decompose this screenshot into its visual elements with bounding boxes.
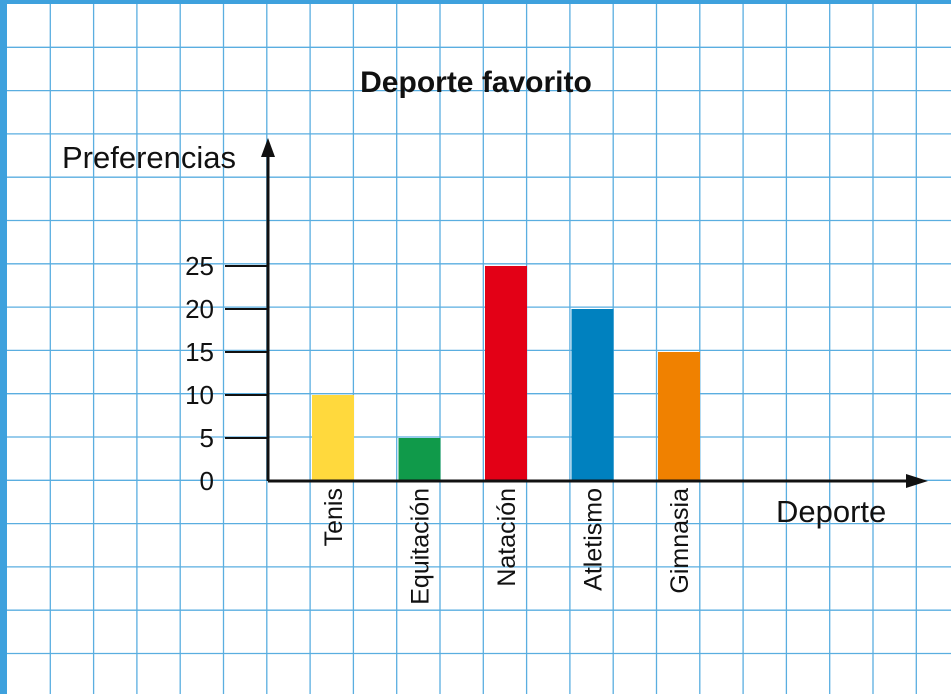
y-tick-label: 10 [185,380,214,410]
x-tick-label: Atletismo [580,488,608,591]
bar-gimnasia [658,352,700,481]
y-ticks-group: 0 5 10 15 20 25 [185,251,268,496]
y-tick-label: 5 [200,423,214,453]
y-tick-label: 15 [185,337,214,367]
frame-border [0,0,7,694]
bar-atletismo [571,309,614,481]
y-axis-label: Preferencias [62,140,236,175]
y-tick-label: 20 [185,294,214,324]
y-tick-label: 25 [185,251,214,281]
x-tick-label: Gimnasia [666,488,694,594]
chart-title: Deporte favorito [360,66,592,99]
x-tick-label: Equitación [407,488,435,605]
bars-group [312,266,700,481]
x-labels-group: Tenis Equitación Natación Atletismo Gimnasia [320,488,694,605]
bar-natación [485,266,527,481]
x-axis-label: Deporte [776,494,886,529]
bar-tenis [312,395,354,481]
x-tick-label: Tenis [320,488,348,546]
y-axis-arrow [261,138,275,157]
frame-border [0,0,951,4]
y-tick-label: 0 [200,466,214,496]
x-axis-arrow [906,474,928,488]
x-tick-label: Natación [493,488,521,587]
bar-equitación [398,438,441,481]
